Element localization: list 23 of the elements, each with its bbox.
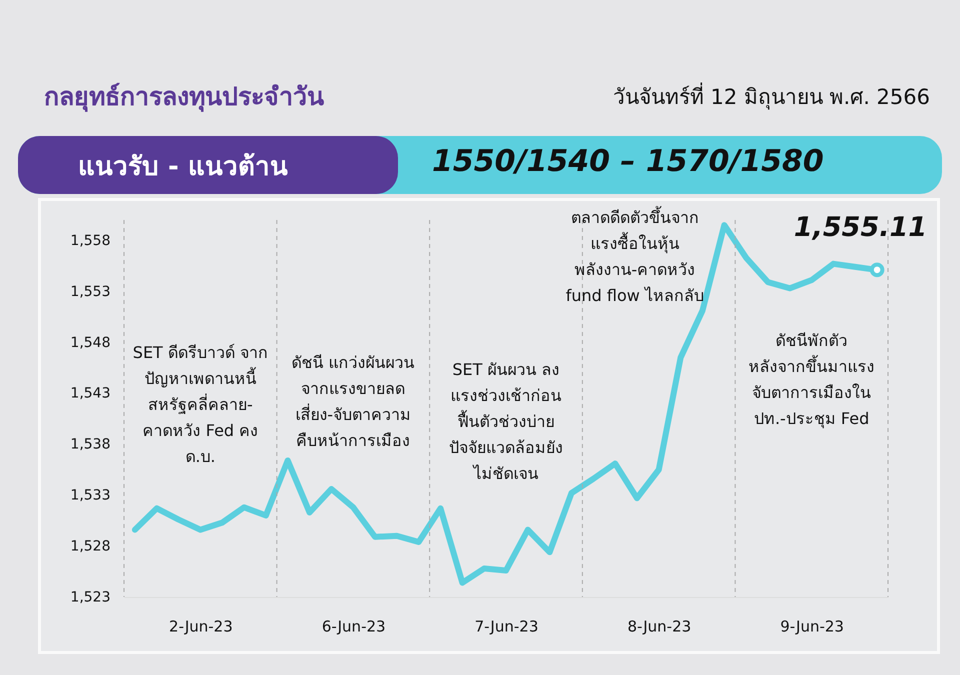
chart-title: กลยุทธ์การลงทุนประจำวัน	[44, 81, 324, 114]
chart-subtitle: วันจันทร์ที่ 12 มิถุนายน พ.ศ. 2566	[612, 82, 930, 112]
y-tick-label: 1,548	[70, 334, 110, 351]
x-tick-label: 9-Jun-23	[780, 618, 844, 636]
annotation: ดัชนี แกว่งผันผวน จากแรงขายลด เสี่ยง-จับตาความ คืบหน้าการเมือง	[292, 353, 415, 450]
x-tick-label: 6-Jun-23	[322, 618, 386, 636]
text: แนวรับ - แนวต้าน	[18, 136, 398, 194]
y-tick-label: 1,543	[70, 386, 110, 402]
x-tick-label: 7-Jun-23	[474, 618, 538, 636]
annotation: ตลาดดีดตัวขึ้นจาก แรงซื้อในหุ้น พลังงาน-คาดหวัง fund flow ไหลกลับ	[566, 206, 704, 305]
x-tick-label: 8-Jun-23	[627, 618, 692, 636]
annotation: ดัชนีพักตัว หลังจากขึ้นมาแรง จับตาการเมืองใน ปท.-ประชุม Fed	[748, 331, 875, 429]
y-tick-label: 1,553	[70, 284, 110, 300]
y-tick-label: 1,523	[70, 590, 110, 606]
y-tick-label: 1,538	[70, 436, 110, 453]
x-tick-label: 2-Jun-23	[169, 618, 233, 636]
annotation: SET ดีดรีบาวด์ จาก ปัญหาเพดานหนี้ สหรัฐคลี่คลาย- คาดหวัง Fed คง ด.บ.	[132, 343, 268, 466]
y-tick-label: 1,533	[70, 488, 110, 504]
y-tick-label: 1,558	[70, 232, 110, 249]
text: 1550/1540 – 1570/1580	[432, 144, 824, 179]
y-tick-label: 1,528	[70, 538, 110, 555]
annotation: 1,555.11	[794, 212, 928, 243]
annotation: SET ผันผวน ลง แรงช่วงเช้าก่อน ฟื้นตัวช่วงบ่าย ปัจจัยแวดล้อมยัง ไม่ชัดเจน	[449, 360, 563, 483]
